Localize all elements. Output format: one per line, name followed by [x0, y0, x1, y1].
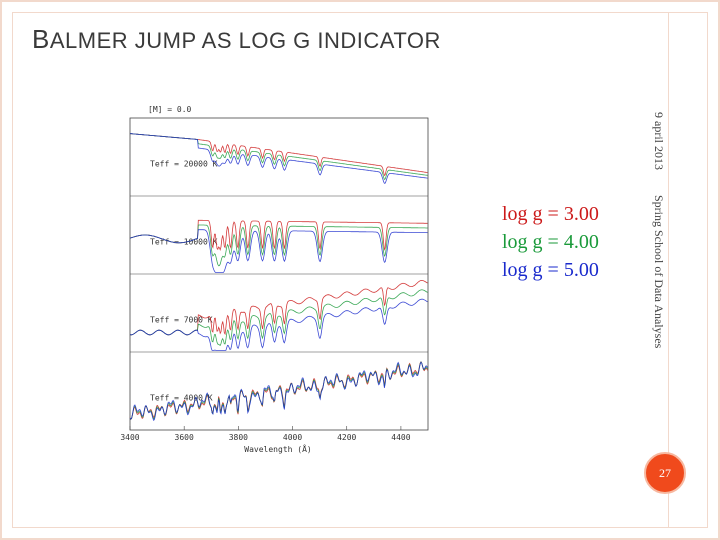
panel-label: Teff = 10000 K — [150, 237, 218, 246]
slide-footer-rotated: 9 april 2013 Spring School of Data Analy… — [646, 112, 666, 352]
x-axis-label: Wavelength (Å) — [244, 443, 311, 454]
slide-event-name: Spring School of Data Analyses — [652, 195, 666, 349]
spectrum-line-400-panel-4 — [129, 361, 428, 420]
x-tick-label: 4400 — [391, 433, 410, 442]
slide-title: BALMER JUMP AS LOG G INDICATOR — [32, 24, 441, 55]
balmer-jump-chart: [M] = 0.0 3400 3600 3800 4000 4200 4400 Teff =… — [120, 105, 429, 454]
plot-area: 3400 3600 3800 4000 4200 4400 Teff = 20000 K Te… — [120, 117, 429, 442]
x-tick-label: 4200 — [337, 433, 356, 442]
spectrum-line-500-panel-2 — [129, 229, 428, 273]
x-tick-label: 3800 — [229, 433, 248, 442]
slide-divider-line — [668, 12, 669, 527]
page-number-badge: 27 — [644, 452, 686, 494]
spectrum-line-500-panel-4 — [129, 361, 428, 421]
spectrum-line-300-panel-1 — [129, 133, 428, 177]
legend-entry-logg-5: log g = 5.00 — [502, 259, 599, 281]
spectrum-line-500-panel-1 — [129, 133, 428, 184]
panel-label: Teff = 20000 K — [150, 159, 218, 168]
x-tick-label: 4000 — [283, 433, 302, 442]
slide-title-initial: B — [32, 24, 50, 54]
panel-label: Teff = 7000 K — [150, 315, 213, 324]
panel-label: Teff = 4000 K — [150, 393, 213, 402]
metallicity-label: [M] = 0.0 — [148, 105, 192, 114]
spectrum-line-400-panel-1 — [129, 133, 428, 180]
spectrum-line-300-panel-4 — [129, 360, 428, 420]
slide-date: 9 april 2013 — [652, 112, 666, 170]
x-tick-label: 3400 — [120, 433, 139, 442]
legend-entry-logg-3: log g = 3.00 — [502, 203, 599, 225]
spectrum-line-500-panel-3 — [129, 298, 428, 351]
legend-entry-logg-4: log g = 4.00 — [502, 231, 599, 253]
chart-legend: log g = 3.00 log g = 4.00 log g = 5.00 — [502, 200, 599, 284]
x-tick-label: 3600 — [175, 433, 194, 442]
slide-inner-frame — [12, 12, 708, 528]
slide-title-rest: ALMER JUMP AS LOG G INDICATOR — [49, 28, 441, 53]
